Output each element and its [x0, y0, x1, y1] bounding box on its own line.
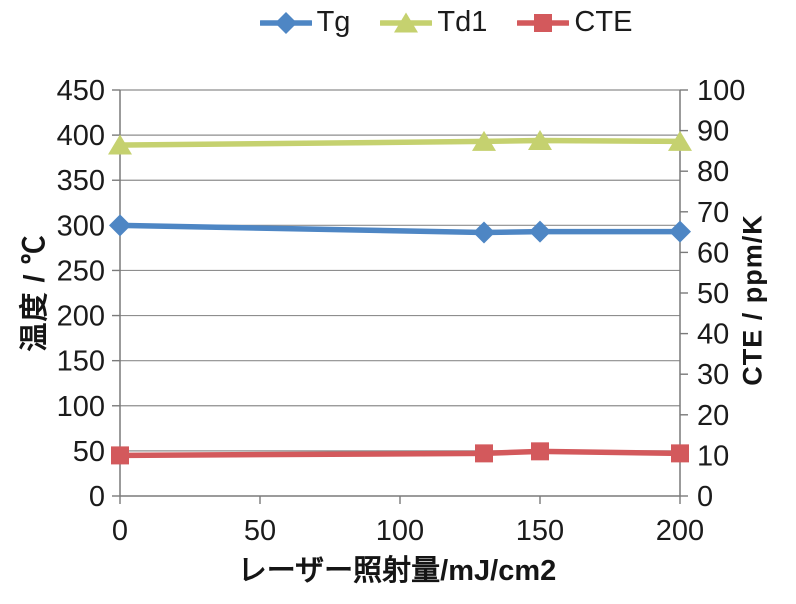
y-left-tick-label: 100	[57, 391, 105, 423]
y-left-tick-label: 150	[57, 346, 105, 378]
series-marker-cte	[671, 444, 689, 463]
y-right-tick-label: 10	[697, 440, 729, 472]
series-marker-td1	[528, 130, 552, 151]
y-left-tick-label: 300	[57, 210, 105, 242]
legend-item-td1: Td1	[380, 8, 487, 37]
tg-diamond-swatch	[259, 11, 312, 34]
legend-marker-cte	[534, 13, 553, 32]
series-line-tg	[117, 222, 683, 236]
y-left-tick-label: 0	[89, 481, 105, 513]
y-left-tick-label: 50	[73, 436, 105, 468]
y-axis-title-right: CTE / ppm/K	[737, 214, 768, 386]
y-left-tick-label: 450	[57, 75, 105, 107]
series-marker-cte	[475, 444, 493, 463]
x-tick-label: 200	[656, 515, 704, 547]
legend-marker-td1	[394, 12, 419, 32]
x-tick-label: 0	[112, 515, 128, 547]
x-tick-label: 50	[244, 515, 276, 547]
legend-item-cte: CTE	[517, 8, 632, 37]
series-marker-tg	[473, 221, 495, 244]
y-right-tick-label: 80	[697, 156, 729, 188]
series-marker-td1	[108, 134, 132, 155]
y-right-tick-label: 20	[697, 400, 729, 432]
y-right-tick-label: 60	[697, 237, 729, 269]
legend-item-tg: Tg	[259, 6, 351, 38]
y-right-tick-label: 50	[697, 278, 729, 310]
cte-square-swatch	[517, 13, 570, 32]
chart-legend: Tg Td1 CTE	[96, 8, 796, 37]
series-line-cte	[117, 448, 683, 459]
y-axis-title-left: 温度 / ℃	[19, 234, 51, 352]
series-marker-td1	[472, 130, 496, 151]
y-right-tick-label: 0	[697, 481, 713, 513]
series-marker-cte	[111, 446, 129, 465]
legend-label-tg: Tg	[316, 6, 351, 38]
x-axis-title: レーザー照射量/mJ/cm2	[237, 555, 557, 587]
legend-label-cte: CTE	[574, 6, 633, 38]
y-right-tick-label: 100	[697, 75, 745, 107]
series-marker-tg	[529, 220, 551, 243]
y-right-tick-label: 40	[697, 319, 729, 351]
x-tick-label: 100	[376, 515, 424, 547]
y-left-tick-label: 200	[57, 301, 105, 333]
series-marker-tg	[669, 220, 691, 243]
series-line-td1	[117, 137, 683, 148]
y-left-tick-label: 350	[57, 165, 105, 197]
x-tick-label: 150	[516, 515, 564, 547]
y-right-tick-label: 30	[697, 359, 729, 391]
legend-marker-tg	[274, 11, 297, 34]
series-marker-td1	[668, 130, 692, 151]
legend-label-td1: Td1	[437, 6, 488, 38]
td1-triangle-swatch	[380, 12, 433, 32]
y-right-tick-label: 70	[697, 197, 729, 229]
y-right-tick-label: 90	[697, 116, 729, 148]
y-left-tick-label: 250	[57, 255, 105, 287]
y-left-tick-label: 400	[57, 120, 105, 152]
series-marker-cte	[531, 442, 549, 461]
series-marker-tg	[109, 214, 131, 237]
